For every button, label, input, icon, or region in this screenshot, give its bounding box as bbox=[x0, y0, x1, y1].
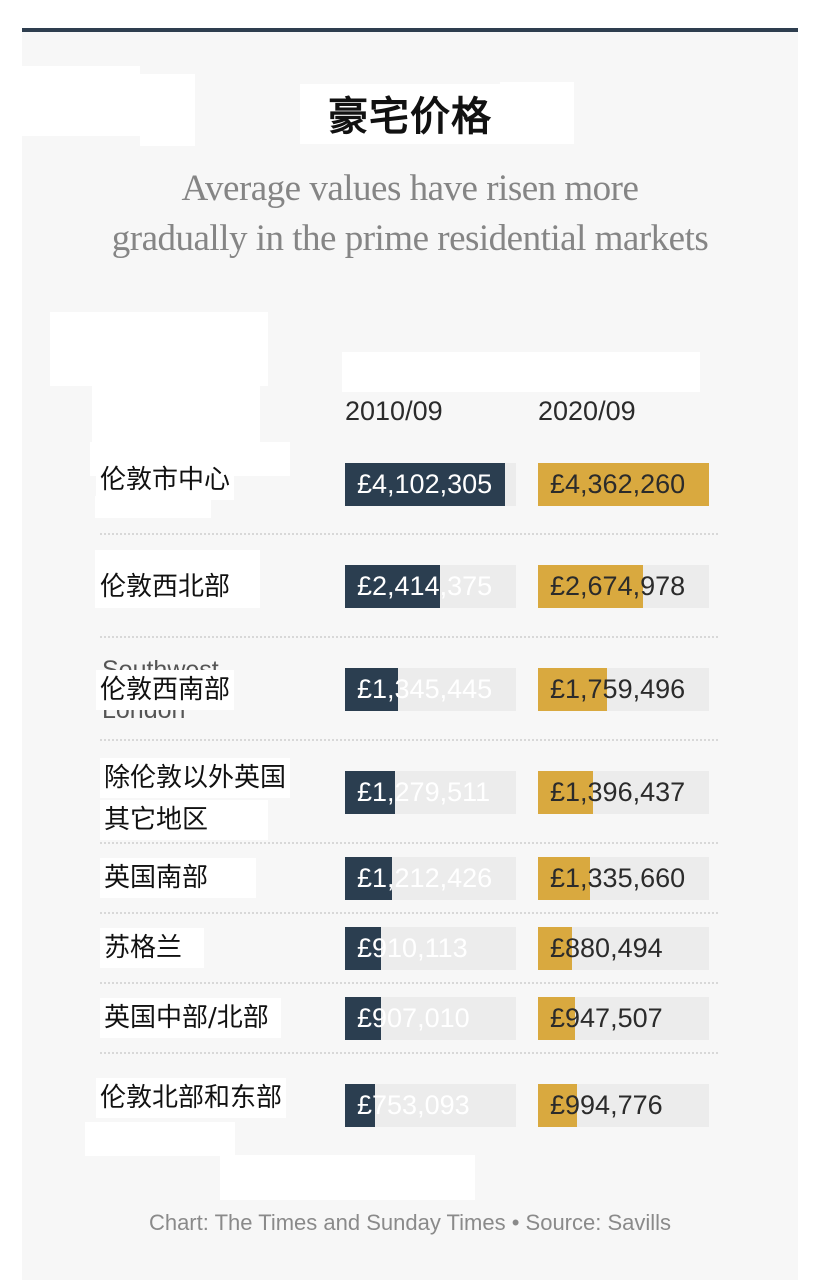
bar-2020 bbox=[538, 1084, 577, 1127]
overlay-patch bbox=[50, 312, 268, 386]
overlay-patch bbox=[95, 496, 211, 518]
column-header-2010: 2010/09 bbox=[345, 396, 443, 426]
bar-track-2010: £4,102,305 bbox=[345, 463, 516, 506]
bar-2020 bbox=[538, 463, 709, 506]
chart-subtitle: Average values have risen more gradually… bbox=[111, 168, 709, 259]
overlay-patch bbox=[300, 84, 500, 144]
bar-2010 bbox=[345, 668, 398, 711]
bar-track-2010: £753,093 bbox=[345, 1084, 516, 1127]
bar-2020 bbox=[538, 997, 575, 1040]
bar-track-2010: £907,010 bbox=[345, 997, 516, 1040]
row-divider bbox=[100, 1052, 718, 1054]
bar-track-2010: £1,212,426 bbox=[345, 857, 516, 900]
chart-source-footer: Chart: The Times and Sunday Times • Sour… bbox=[148, 1210, 672, 1235]
row-label: 伦敦市中心 bbox=[96, 460, 235, 500]
bar-track-2020: £1,396,437 bbox=[538, 771, 709, 814]
overlay-patch bbox=[22, 66, 140, 136]
bar-track-2020: £880,494 bbox=[538, 927, 709, 970]
bar-track-2020: £1,335,660 bbox=[538, 857, 709, 900]
value-2010: £1,345,445 bbox=[357, 674, 493, 704]
overlay-patch bbox=[85, 1122, 235, 1156]
bar-2020 bbox=[538, 668, 607, 711]
column-header-2020: 2020/09 bbox=[538, 396, 636, 426]
value-2020: £947,507 bbox=[550, 1003, 663, 1033]
value-2010: £907,010 bbox=[357, 1003, 470, 1033]
value-2010: £1,212,426 bbox=[357, 863, 493, 893]
bar-2010 bbox=[345, 997, 381, 1040]
row-label-line2: 其它地区 bbox=[100, 800, 269, 840]
row-divider bbox=[100, 982, 718, 984]
bar-2010 bbox=[345, 857, 392, 900]
bar-track-2020: £994,776 bbox=[538, 1084, 709, 1127]
value-2020: £1,335,660 bbox=[550, 863, 686, 893]
row-divider bbox=[100, 842, 718, 844]
overlay-patch bbox=[220, 1155, 475, 1200]
row-divider bbox=[100, 533, 718, 535]
overlay-patch bbox=[140, 74, 195, 146]
bar-2010 bbox=[345, 771, 395, 814]
row-label: 苏格兰 bbox=[100, 928, 205, 968]
bar-track-2020: £1,759,496 bbox=[538, 668, 709, 711]
chart-card bbox=[22, 28, 798, 1280]
value-2020: £1,759,496 bbox=[550, 674, 686, 704]
value-2010: £910,113 bbox=[357, 933, 468, 963]
row-label: 伦敦西南部 bbox=[96, 670, 235, 710]
value-2010: £2,414,375 bbox=[357, 571, 493, 601]
row-label: 伦敦北部和东部 bbox=[96, 1078, 287, 1118]
row-label: 英国中部/北部 bbox=[100, 998, 281, 1038]
page-title: 豪宅价格 bbox=[328, 94, 492, 140]
bar-2020 bbox=[538, 565, 643, 608]
bar-2010 bbox=[345, 565, 440, 608]
row-divider bbox=[100, 739, 718, 741]
bar-track-2010: £910,113 bbox=[345, 927, 516, 970]
value-2020: £994,776 bbox=[550, 1090, 663, 1120]
value-2020: £4,362,260 bbox=[550, 469, 686, 499]
overlay-patch bbox=[342, 352, 700, 392]
value-2020: £2,674,978 bbox=[550, 571, 686, 601]
value-2020: £1,396,437 bbox=[550, 777, 686, 807]
row-divider bbox=[100, 912, 718, 914]
value-2020: £880,494 bbox=[550, 933, 663, 963]
value-2010: £1,279,511 bbox=[357, 777, 491, 807]
top-rule bbox=[22, 28, 798, 32]
bar-track-2010: £1,279,511 bbox=[345, 771, 516, 814]
row-divider bbox=[100, 636, 718, 638]
bar-2010 bbox=[345, 927, 381, 970]
overlay-patch bbox=[92, 386, 260, 442]
bar-track-2020: £4,362,260 bbox=[538, 463, 709, 506]
bar-track-2020: £947,507 bbox=[538, 997, 709, 1040]
bar-track-2010: £2,414,375 bbox=[345, 565, 516, 608]
bar-track-2020: £2,674,978 bbox=[538, 565, 709, 608]
bar-2010 bbox=[345, 463, 505, 506]
bar-2010 bbox=[345, 1084, 375, 1127]
row-label-line1: 除伦敦以外英国 bbox=[100, 758, 291, 798]
overlay-patch bbox=[500, 82, 574, 144]
bar-2020 bbox=[538, 857, 590, 900]
bar-2020 bbox=[538, 927, 572, 970]
value-2010: £753,093 bbox=[357, 1090, 470, 1120]
value-2010: £4,102,305 bbox=[357, 469, 493, 499]
bar-track-2010: £1,345,445 bbox=[345, 668, 516, 711]
bar-2020 bbox=[538, 771, 593, 814]
row-label: 伦敦西北部 bbox=[96, 567, 235, 607]
row-label: 英国南部 bbox=[100, 858, 257, 898]
